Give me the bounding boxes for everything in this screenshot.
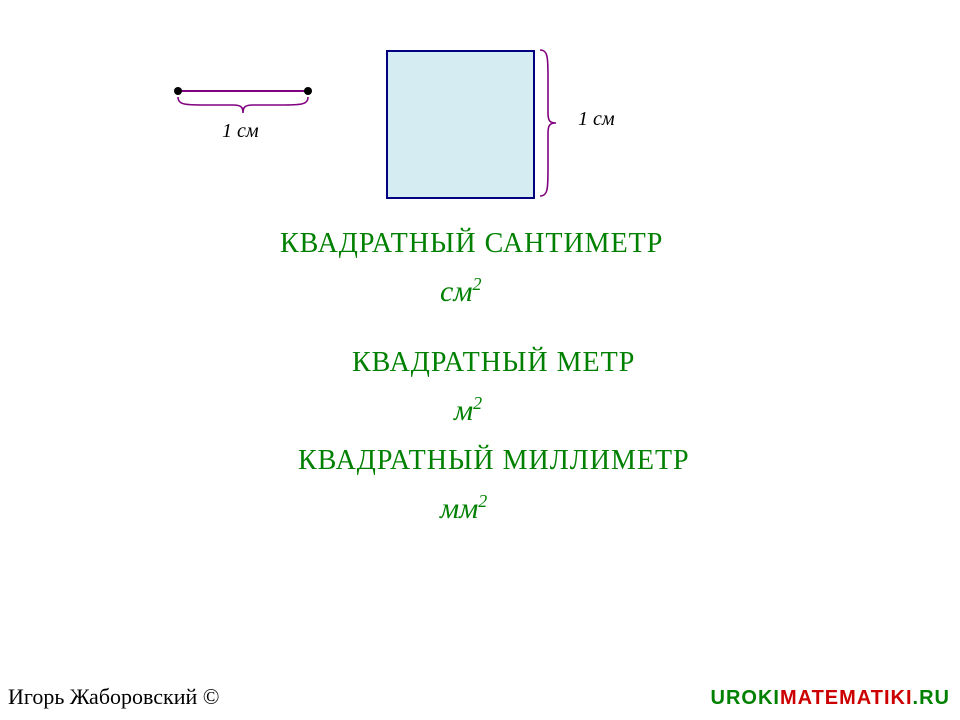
unit-square [386, 50, 535, 199]
square-brace [538, 48, 560, 198]
author-credit: Игорь Жаборовский © [8, 684, 220, 710]
term-mm2-sup: 2 [478, 491, 487, 511]
site-mid: MATEMATIKI [780, 687, 913, 709]
term-m2-base: м [454, 394, 473, 427]
segment-endpoint-right [304, 87, 312, 95]
term-mm2-symbol: мм2 [440, 491, 487, 526]
term-cm2-symbol: см2 [440, 274, 481, 309]
segment-line [178, 90, 308, 92]
segment-label: 1 см [222, 120, 259, 143]
term-mm2-title: КВАДРАТНЫЙ МИЛЛИМЕТР [298, 445, 690, 477]
term-cm2-base: см [440, 275, 472, 308]
term-cm2-sup: 2 [472, 274, 481, 294]
segment-brace [176, 95, 310, 117]
term-mm2-base: мм [440, 492, 478, 525]
site-suffix: RU [919, 687, 950, 709]
term-m2-symbol: м2 [454, 393, 482, 428]
site-credit: UROKIMATEMATIKI.RU [711, 687, 950, 710]
term-m2-title: КВАДРАТНЫЙ МЕТР [352, 347, 635, 379]
site-prefix: UROKI [711, 687, 780, 709]
segment-endpoint-left [174, 87, 182, 95]
term-m2-sup: 2 [473, 393, 482, 413]
square-label: 1 см [578, 108, 615, 131]
term-cm2-title: КВАДРАТНЫЙ САНТИМЕТР [280, 228, 663, 260]
